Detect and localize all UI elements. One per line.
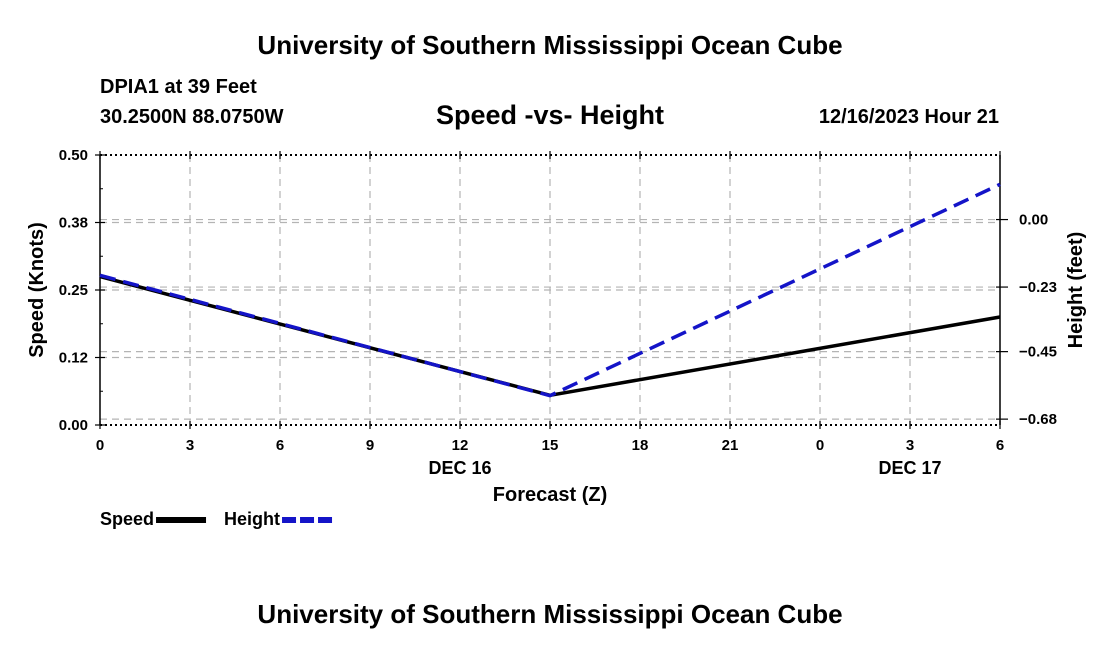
x-tick-label: 0 [816,437,824,454]
y2-axis-title: Height (feet) [1065,232,1087,349]
x-axis-title: Forecast (Z) [493,484,607,506]
x-tick-label: 6 [276,437,284,454]
y2-tick-label: −0.23 [1019,279,1057,296]
x-day-label: DEC 16 [428,458,491,478]
y-tick-label: 0.50 [59,147,88,164]
page-title: University of Southern Mississippi Ocean… [257,30,843,60]
y-tick-label: 0.12 [59,350,88,367]
y2-tick-label: −0.68 [1019,411,1057,428]
x-tick-label: 6 [996,437,1004,454]
legend-label-height: Height [224,509,280,529]
station-name: DPIA1 at 39 Feet [100,76,257,98]
chart-subtitle: Speed -vs- Height [435,100,665,130]
x-tick-label: 9 [366,437,374,454]
forecast-date-hour: 12/16/2023 Hour 21 [818,106,999,128]
x-day-label: DEC 17 [878,458,941,478]
x-tick-label: 21 [722,437,739,454]
x-tick-label: 0 [96,437,104,454]
y-tick-label: 0.25 [59,282,88,299]
x-tick-label: 3 [906,437,914,454]
x-tick-label: 18 [632,437,649,454]
y2-tick-label: −0.45 [1019,344,1057,361]
footer-title: University of Southern Mississippi Ocean… [257,599,843,629]
y-tick-label: 0.00 [59,417,88,434]
x-tick-label: 3 [186,437,194,454]
y-axis-title: Speed (Knots) [26,222,48,358]
y2-tick-label: 0.00 [1019,212,1048,229]
x-tick-label: 12 [452,437,469,454]
legend-label-speed: Speed [100,509,154,529]
x-tick-label: 15 [542,437,559,454]
y-tick-label: 0.38 [59,215,88,232]
station-coordinates: 30.2500N 88.0750W [100,106,284,128]
series-line-height [99,182,1001,398]
